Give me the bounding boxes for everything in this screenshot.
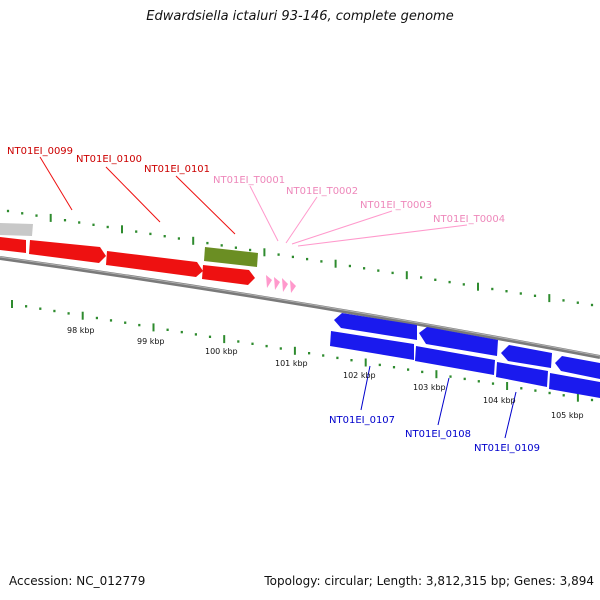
- other-feature[interactable]: [0, 223, 33, 236]
- trna-arrow-1[interactable]: [266, 275, 272, 288]
- gene-arrow-rev-4[interactable]: [555, 356, 600, 379]
- gene-label-0101[interactable]: NT01EI_0101: [144, 164, 210, 175]
- reverse-callouts: [360, 365, 517, 439]
- gene-arrow-rev-5[interactable]: [549, 373, 600, 398]
- ruler-label: 101 kbp: [275, 359, 308, 368]
- gene-arrow-rev-1[interactable]: [334, 313, 417, 340]
- trna-label-T0004[interactable]: NT01EI_T0004: [433, 214, 505, 225]
- lower-tick-track: [11, 300, 594, 402]
- gene-arrow-0100[interactable]: [106, 251, 203, 277]
- gene-arrow-rev-3[interactable]: [501, 345, 552, 368]
- trna-label-T0003[interactable]: NT01EI_T0003: [360, 200, 432, 211]
- trna-arrow-3[interactable]: [282, 278, 288, 292]
- gene-label-0100[interactable]: NT01EI_0100: [76, 154, 142, 165]
- trna-arrow-4[interactable]: [290, 280, 296, 293]
- ruler-label: 104 kbp: [483, 396, 516, 405]
- forward-callouts: [39, 156, 236, 235]
- gene-label-0108[interactable]: NT01EI_0108: [405, 429, 471, 440]
- topology-text: Topology: circular; Length: 3,812,315 bp…: [264, 574, 594, 588]
- gene-arrow-0099a[interactable]: [0, 237, 26, 253]
- gene-label-0109[interactable]: NT01EI_0109: [474, 443, 540, 454]
- ruler-label: 105 kbp: [551, 411, 584, 420]
- upper-tick-track: [6, 209, 594, 307]
- gene-arrow-0099[interactable]: [29, 240, 106, 263]
- ruler-label: 98 kbp: [67, 326, 95, 335]
- genome-backbone: [0, 256, 600, 359]
- map-title: Edwardsiella ictaluri 93-146, complete g…: [146, 9, 454, 24]
- ruler-label: 103 kbp: [413, 383, 446, 392]
- gene-label-0099[interactable]: NT01EI_0099: [7, 146, 73, 157]
- gene-arrow-0108[interactable]: [415, 346, 495, 375]
- trna-label-T0002[interactable]: NT01EI_T0002: [286, 186, 358, 197]
- gene-label-0107[interactable]: NT01EI_0107: [329, 415, 395, 426]
- ruler-label: 100 kbp: [205, 347, 238, 356]
- gene-arrow-0109[interactable]: [496, 362, 548, 387]
- gene-arrow-0107[interactable]: [330, 331, 414, 360]
- gene-arrow-0101[interactable]: [202, 265, 255, 285]
- trna-label-T0001[interactable]: NT01EI_T0001: [213, 175, 285, 186]
- trna-arrow-2[interactable]: [274, 277, 280, 290]
- misc-feature[interactable]: [204, 247, 258, 267]
- ruler-label: 102 kbp: [343, 371, 376, 380]
- gene-arrow-rev-2[interactable]: [419, 327, 498, 356]
- trna-callouts: [249, 185, 468, 247]
- ruler-label: 99 kbp: [137, 337, 165, 346]
- accession-text: Accession: NC_012779: [9, 574, 146, 588]
